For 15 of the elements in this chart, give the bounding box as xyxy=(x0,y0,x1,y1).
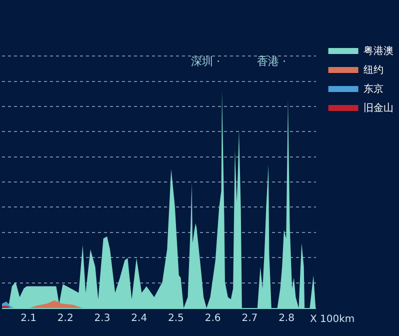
x-tick-label: 2.1 xyxy=(20,313,36,324)
x-tick-label: 2.2 xyxy=(57,313,74,324)
legend-label: 东京 xyxy=(363,82,384,95)
x-axis-title: X 100km xyxy=(310,314,355,325)
x-tick-label: 2.3 xyxy=(94,313,110,324)
legend-label: 粤港澳 xyxy=(363,44,394,57)
text: 香港 · xyxy=(257,55,286,68)
x-tick-label: 2.7 xyxy=(242,313,258,324)
legend-label: 旧金山 xyxy=(363,102,394,114)
x-tick-label: 2.5 xyxy=(168,313,184,324)
x-tick-label: 2.4 xyxy=(131,313,148,324)
legend-label: 纽约 xyxy=(363,64,384,76)
x-tick-label: 2.8 xyxy=(278,313,294,324)
x-tick-label: 2.6 xyxy=(204,313,221,324)
text: 深圳 · xyxy=(191,55,220,68)
